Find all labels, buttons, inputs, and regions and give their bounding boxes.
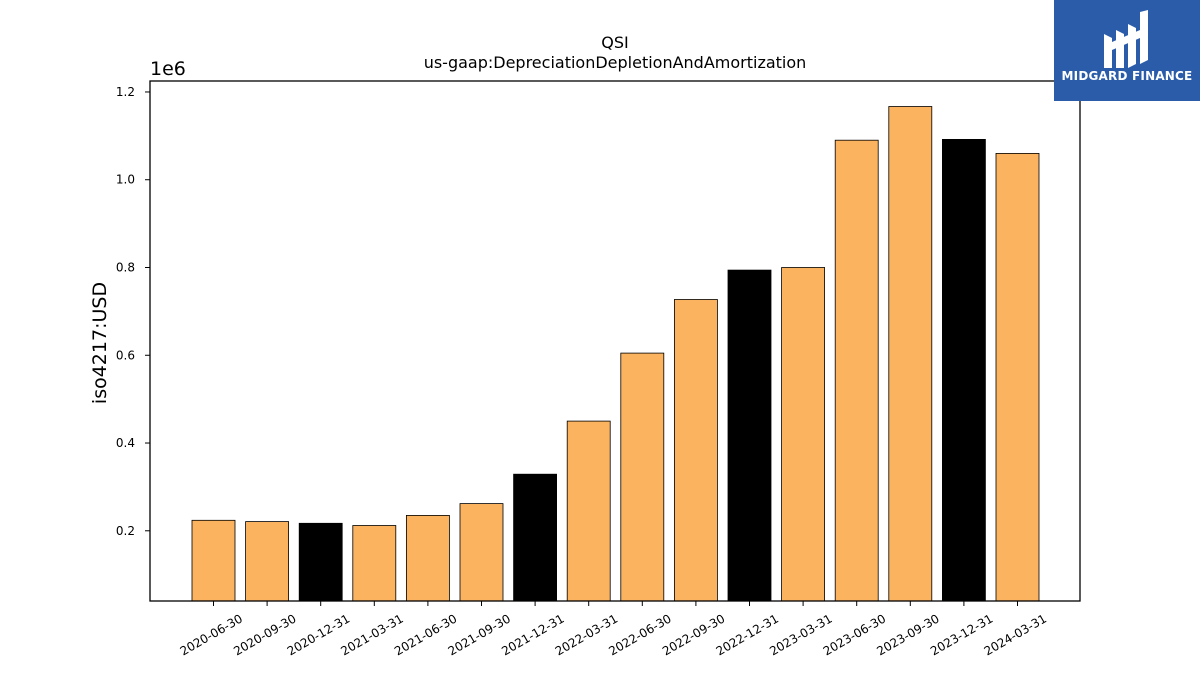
bars-group xyxy=(191,106,1040,602)
y-scale-label: 1e6 xyxy=(150,58,186,80)
bar-2023-09-30 xyxy=(888,106,933,602)
midgard-logo-icon xyxy=(1104,10,1148,68)
bar-2021-06-30 xyxy=(405,515,450,602)
y-tick-label: 0.2 xyxy=(116,524,135,538)
y-tick-label: 1.2 xyxy=(116,85,135,99)
bar-2022-03-31 xyxy=(566,420,611,602)
bar-2023-03-31 xyxy=(781,267,825,602)
bar-2022-09-30 xyxy=(674,299,718,602)
bar-2020-09-30 xyxy=(245,521,290,602)
chart-title: QSI xyxy=(601,33,628,52)
y-tick-label: 1.0 xyxy=(116,173,135,187)
bar-2020-06-30 xyxy=(191,519,236,602)
bar-2021-03-31 xyxy=(352,525,397,602)
y-tick-label: 0.4 xyxy=(116,436,135,450)
bar-2021-09-30 xyxy=(459,503,504,602)
bar-2022-12-31 xyxy=(727,269,772,602)
bar-2020-12-31 xyxy=(298,522,343,602)
bar-2024-03-31 xyxy=(995,152,1040,602)
midgard-finance-logo: MIDGARD FINANCE xyxy=(1054,0,1200,101)
y-tick-label: 0.8 xyxy=(116,260,135,274)
x-axis-ticks: 2020-06-302020-09-302020-12-312021-03-31… xyxy=(178,601,1049,658)
y-tick-label: 0.6 xyxy=(116,348,135,362)
y-axis-label: iso4217:USD xyxy=(89,282,111,404)
bar-2022-06-30 xyxy=(620,352,665,602)
y-axis-ticks: 0.2 0.4 0.6 0.8 1.0 1.2 xyxy=(116,85,150,538)
chart-subtitle: us-gaap:DepreciationDepletionAndAmortiza… xyxy=(424,53,807,72)
bar-2023-06-30 xyxy=(834,139,879,602)
plot-frame xyxy=(149,80,1081,602)
bar-2023-12-31 xyxy=(942,138,986,602)
logo-text: MIDGARD FINANCE xyxy=(1061,69,1193,83)
bar-2021-12-31 xyxy=(513,473,557,602)
